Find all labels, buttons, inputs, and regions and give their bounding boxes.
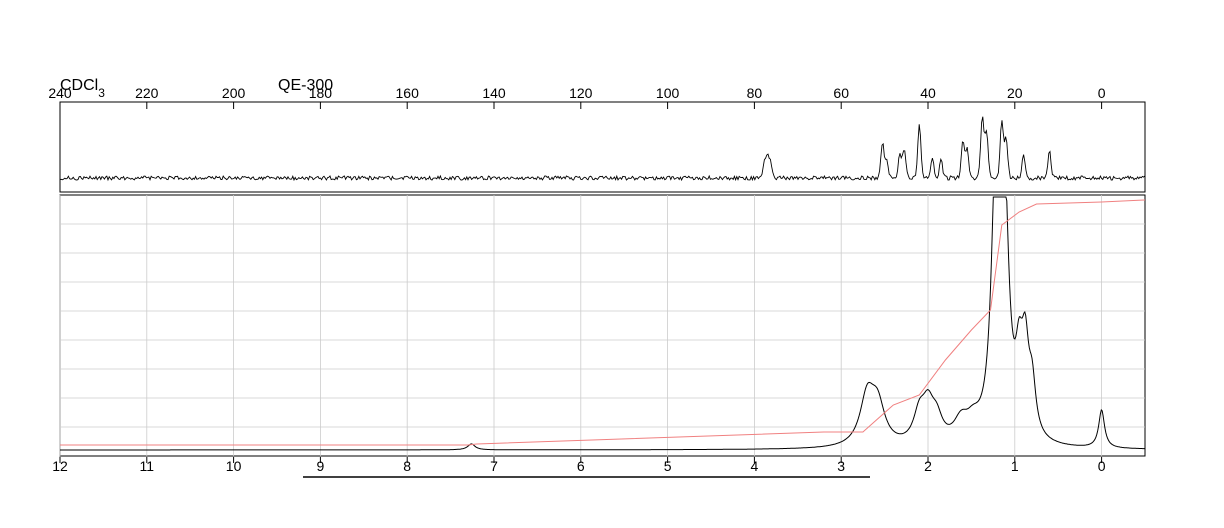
svg-text:200: 200: [222, 85, 246, 101]
svg-text:0: 0: [1098, 85, 1106, 101]
svg-text:140: 140: [482, 85, 506, 101]
svg-text:60: 60: [833, 85, 849, 101]
svg-text:4: 4: [751, 458, 759, 474]
svg-text:120: 120: [569, 85, 593, 101]
svg-text:20: 20: [1007, 85, 1023, 101]
nmr-figure: 2402202001801601401201008060402001211109…: [0, 0, 1224, 528]
svg-text:100: 100: [656, 85, 680, 101]
svg-text:12: 12: [52, 458, 68, 474]
svg-text:40: 40: [920, 85, 936, 101]
svg-text:1: 1: [1011, 458, 1019, 474]
svg-text:220: 220: [135, 85, 159, 101]
svg-text:5: 5: [664, 458, 672, 474]
svg-text:10: 10: [226, 458, 242, 474]
svg-text:3: 3: [837, 458, 845, 474]
svg-text:160: 160: [396, 85, 420, 101]
svg-text:0: 0: [1098, 458, 1106, 474]
svg-text:9: 9: [317, 458, 325, 474]
svg-text:7: 7: [490, 458, 498, 474]
svg-text:80: 80: [747, 85, 763, 101]
svg-text:2: 2: [924, 458, 932, 474]
nmr-svg: 2402202001801601401201008060402001211109…: [0, 0, 1224, 528]
svg-text:11: 11: [140, 458, 155, 474]
svg-text:6: 6: [577, 458, 585, 474]
instrument-label: QE-300: [278, 77, 333, 94]
svg-text:8: 8: [403, 458, 411, 474]
